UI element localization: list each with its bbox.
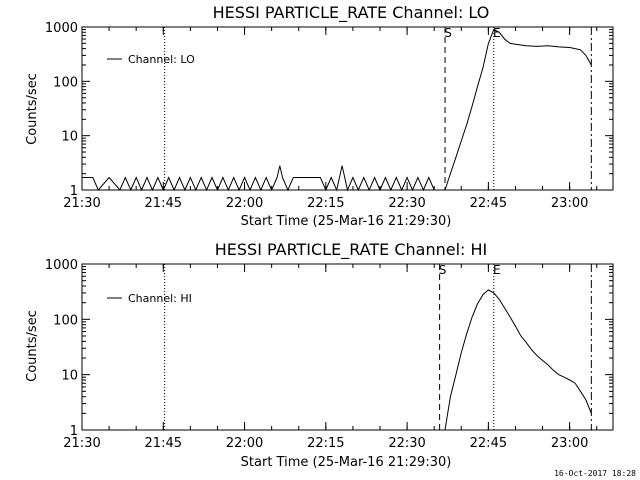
lo-x-tick-label: 22:00 (226, 196, 263, 211)
hi-x-tick-label: 23:00 (551, 436, 588, 451)
lo-y-tick-label: 1 (70, 184, 78, 199)
lo-x-tick-label: 22:45 (470, 196, 507, 211)
lo-y-ticks: 1 10 100 1000 (45, 21, 613, 199)
lo-x-tick-label: 21:45 (145, 196, 182, 211)
hi-y-axis-label: Counts/sec (25, 310, 40, 382)
hi-x-tick-label: 21:30 (63, 436, 100, 451)
lo-marker-label: S (444, 26, 452, 40)
hi-x-tick-label: 22:45 (470, 436, 507, 451)
hi-y-tick-label: 10 (61, 369, 78, 384)
hi-plot-frame (81, 263, 614, 431)
lo-y-axis-label: Counts/sec (25, 73, 40, 145)
hi-chart-title: HESSI PARTICLE_RATE Channel: HI (215, 240, 488, 260)
lo-marker-label: E (493, 26, 501, 40)
lo-x-tick-label: 21:30 (63, 196, 100, 211)
lo-y-tick-label: 1000 (45, 21, 78, 36)
lo-y-tick-label: 100 (53, 75, 78, 90)
lo-x-tick-label: 22:30 (388, 196, 425, 211)
hi-marker-label: S (439, 263, 447, 277)
hi-marker-label: E (493, 263, 501, 277)
hi-y-tick-label: 1 (70, 424, 78, 439)
hi-x-tick-label: 21:45 (145, 436, 182, 451)
hi-y-tick-label: 1000 (45, 258, 78, 273)
hi-channel-panel: HESSI PARTICLE_RATE Channel: HI Counts/s… (25, 240, 614, 470)
lo-x-ticks: 21:30 21:45 22:00 22:15 22:30 22:45 23:00 (63, 27, 598, 211)
hi-series-line (444, 289, 592, 431)
lo-chart-title: HESSI PARTICLE_RATE Channel: LO (213, 3, 490, 23)
hi-x-tick-label: 22:00 (226, 436, 263, 451)
lo-y-tick-label: 10 (61, 130, 78, 145)
hi-y-tick-label: 100 (53, 313, 78, 328)
lo-legend-label: Channel: LO (128, 53, 195, 66)
hi-legend-label: Channel: HI (128, 292, 192, 305)
hi-x-tick-label: 22:30 (388, 436, 425, 451)
lo-x-tick-label: 22:15 (307, 196, 344, 211)
lo-x-tick-label: 23:00 (551, 196, 588, 211)
generation-timestamp: 16-Oct-2017 18:28 (554, 469, 636, 478)
lo-x-axis-label: Start Time (25-Mar-16 21:29:30) (241, 214, 452, 229)
lo-channel-panel: HESSI PARTICLE_RATE Channel: LO Counts/s… (25, 3, 614, 229)
hi-x-tick-label: 22:15 (307, 436, 344, 451)
hi-x-axis-label: Start Time (25-Mar-16 21:29:30) (241, 455, 452, 470)
lo-series-line (82, 28, 592, 192)
hi-x-ticks: 21:30 21:45 22:00 22:15 22:30 22:45 23:00 (63, 264, 598, 451)
hi-y-ticks: 1 10 100 1000 (45, 258, 613, 439)
